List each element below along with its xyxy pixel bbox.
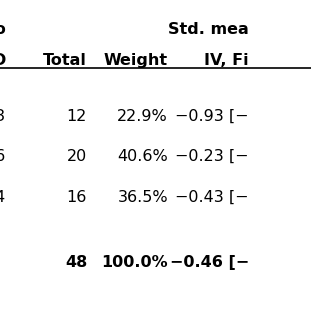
Text: 56: 56 — [0, 149, 6, 164]
Text: 100.0%: 100.0% — [101, 255, 168, 270]
Text: 36.5%: 36.5% — [117, 190, 168, 205]
Text: −0.23 [−: −0.23 [− — [175, 149, 249, 164]
Text: −0.46 [−: −0.46 [− — [169, 255, 249, 270]
Text: 22.9%: 22.9% — [117, 109, 168, 124]
Text: 16: 16 — [67, 190, 87, 205]
Text: 53: 53 — [0, 109, 6, 124]
Text: −0.93 [−: −0.93 [− — [175, 109, 249, 124]
Text: 12: 12 — [67, 109, 87, 124]
Text: 48: 48 — [65, 255, 87, 270]
Text: Std. mea: Std. mea — [168, 22, 249, 37]
Text: 20: 20 — [67, 149, 87, 164]
Text: IV, Fi: IV, Fi — [204, 53, 249, 68]
Text: Weight: Weight — [104, 53, 168, 68]
Text: −0.43 [−: −0.43 [− — [175, 190, 249, 205]
Text: 40.6%: 40.6% — [117, 149, 168, 164]
Text: Total: Total — [43, 53, 87, 68]
Text: cebo: cebo — [0, 22, 6, 37]
Text: 24: 24 — [0, 190, 6, 205]
Text: D: D — [0, 53, 6, 68]
